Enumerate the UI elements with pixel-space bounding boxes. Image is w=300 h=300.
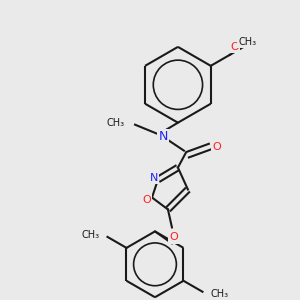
Text: O: O (212, 142, 221, 152)
Text: CH₃: CH₃ (107, 118, 125, 128)
Text: O: O (169, 232, 178, 242)
Text: N: N (158, 130, 168, 143)
Text: CH₃: CH₃ (238, 37, 256, 47)
Text: CH₃: CH₃ (211, 289, 229, 299)
Text: CH₃: CH₃ (81, 230, 100, 240)
Text: N: N (150, 172, 158, 182)
Text: O: O (230, 42, 239, 52)
Text: O: O (142, 196, 152, 206)
